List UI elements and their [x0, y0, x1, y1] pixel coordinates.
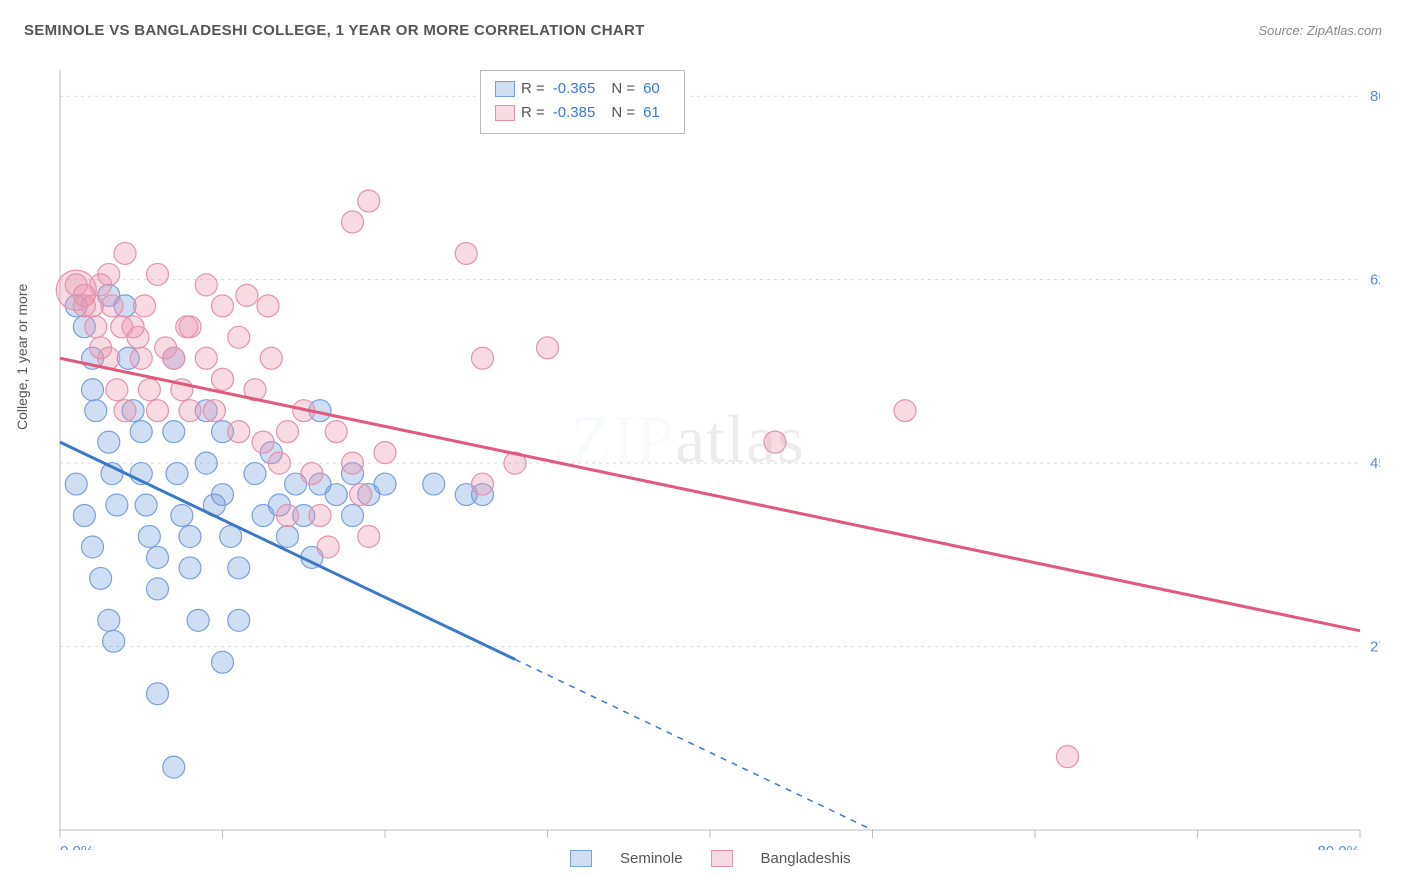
legend-label-seminole: Seminole: [620, 850, 683, 867]
chart-source: Source: ZipAtlas.com: [1258, 23, 1382, 38]
legend-label-bangladeshis: Bangladeshis: [761, 850, 851, 867]
n-label: N =: [611, 101, 635, 125]
svg-text:80.0%: 80.0%: [1317, 843, 1360, 850]
r-value-seminole: -0.365: [553, 77, 596, 101]
y-axis-label: College, 1 year or more: [14, 284, 30, 430]
stats-row-seminole: R = -0.365 N = 60: [495, 77, 670, 101]
n-label: N =: [611, 77, 635, 101]
svg-text:0.0%: 0.0%: [60, 843, 94, 850]
n-value-bangladeshis: 61: [643, 101, 660, 125]
r-value-bangladeshis: -0.385: [553, 101, 596, 125]
svg-text:80.0%: 80.0%: [1370, 88, 1380, 105]
n-value-seminole: 60: [643, 77, 660, 101]
svg-text:27.5%: 27.5%: [1370, 639, 1380, 656]
chart-title: SEMINOLE VS BANGLADESHI COLLEGE, 1 YEAR …: [24, 22, 645, 39]
stats-row-bangladeshis: R = -0.385 N = 61: [495, 101, 670, 125]
swatch-pink-icon: [495, 105, 515, 121]
r-label: R =: [521, 77, 545, 101]
r-label: R =: [521, 101, 545, 125]
stats-legend: R = -0.365 N = 60 R = -0.385 N = 61: [480, 70, 685, 134]
swatch-pink-icon: [711, 850, 733, 867]
swatch-blue-icon: [495, 81, 515, 97]
svg-text:45.0%: 45.0%: [1370, 455, 1380, 472]
chart-area: 27.5%45.0%62.5%80.0%0.0%80.0%: [50, 60, 1380, 840]
series-legend: Seminole Bangladeshis: [570, 850, 851, 867]
scatter-chart: 27.5% 45.0% 62.5% 80.0% 0.0% 80.0%: [50, 60, 1380, 850]
swatch-blue-icon: [570, 850, 592, 867]
svg-text:62.5%: 62.5%: [1370, 272, 1380, 289]
